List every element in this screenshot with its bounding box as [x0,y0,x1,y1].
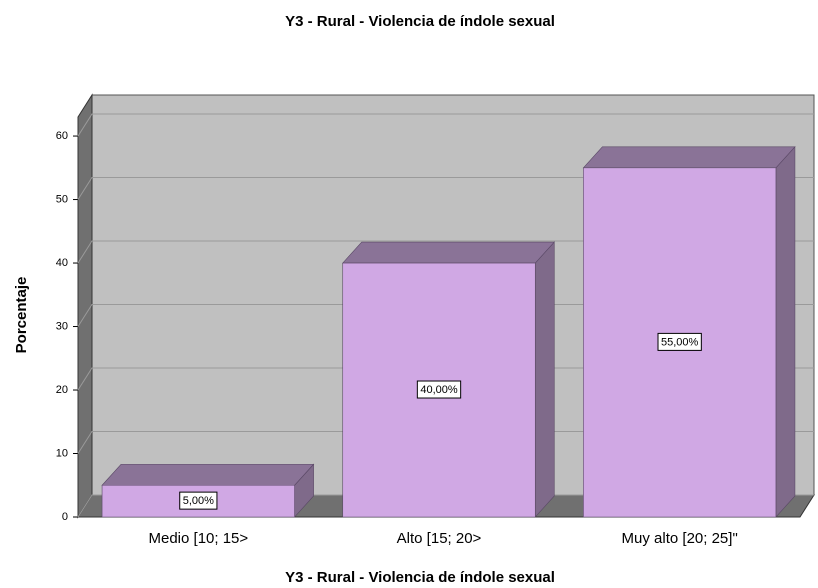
data-label-box [657,332,702,351]
bar-top [582,146,796,169]
grid-line [77,304,814,327]
x-tick-label: Alto [15; 20> [397,530,482,547]
data-label: 55,00% [661,336,699,348]
y-tick-label: 40 [56,257,68,269]
data-label: 40,00% [420,384,458,396]
y-tick-label: 0 [62,511,68,523]
y-tick-label: 30 [56,320,68,332]
y-tick-label: 10 [56,447,68,459]
bar-top [342,241,555,264]
x-tick-label: Muy alto [20; 25]" [622,530,738,547]
bar-side [775,146,796,518]
data-label-box [179,491,218,510]
x-axis-title: Y3 - Rural - Violencia de índole sexual [285,569,555,586]
chart-title: Y3 - Rural - Violencia de índole sexual [285,13,555,30]
grid-line [77,240,814,264]
left-wall [77,93,93,519]
y-tick-label: 60 [56,130,68,142]
y-tick-label: 50 [56,193,68,205]
grid-line [77,113,814,137]
bar-top [101,463,315,486]
data-label: 5,00% [183,495,214,507]
bar-side [534,241,555,518]
grid-line [77,177,814,200]
y-tick-label: 20 [56,384,68,396]
data-label-box [416,380,462,399]
bar [342,241,555,518]
bar [582,146,796,518]
x-tick-label: Medio [10; 15> [149,530,249,547]
grid-line [77,367,814,391]
grid-line [77,431,814,454]
y-axis-title: Porcentaje [13,277,30,354]
grid-line [77,494,814,518]
